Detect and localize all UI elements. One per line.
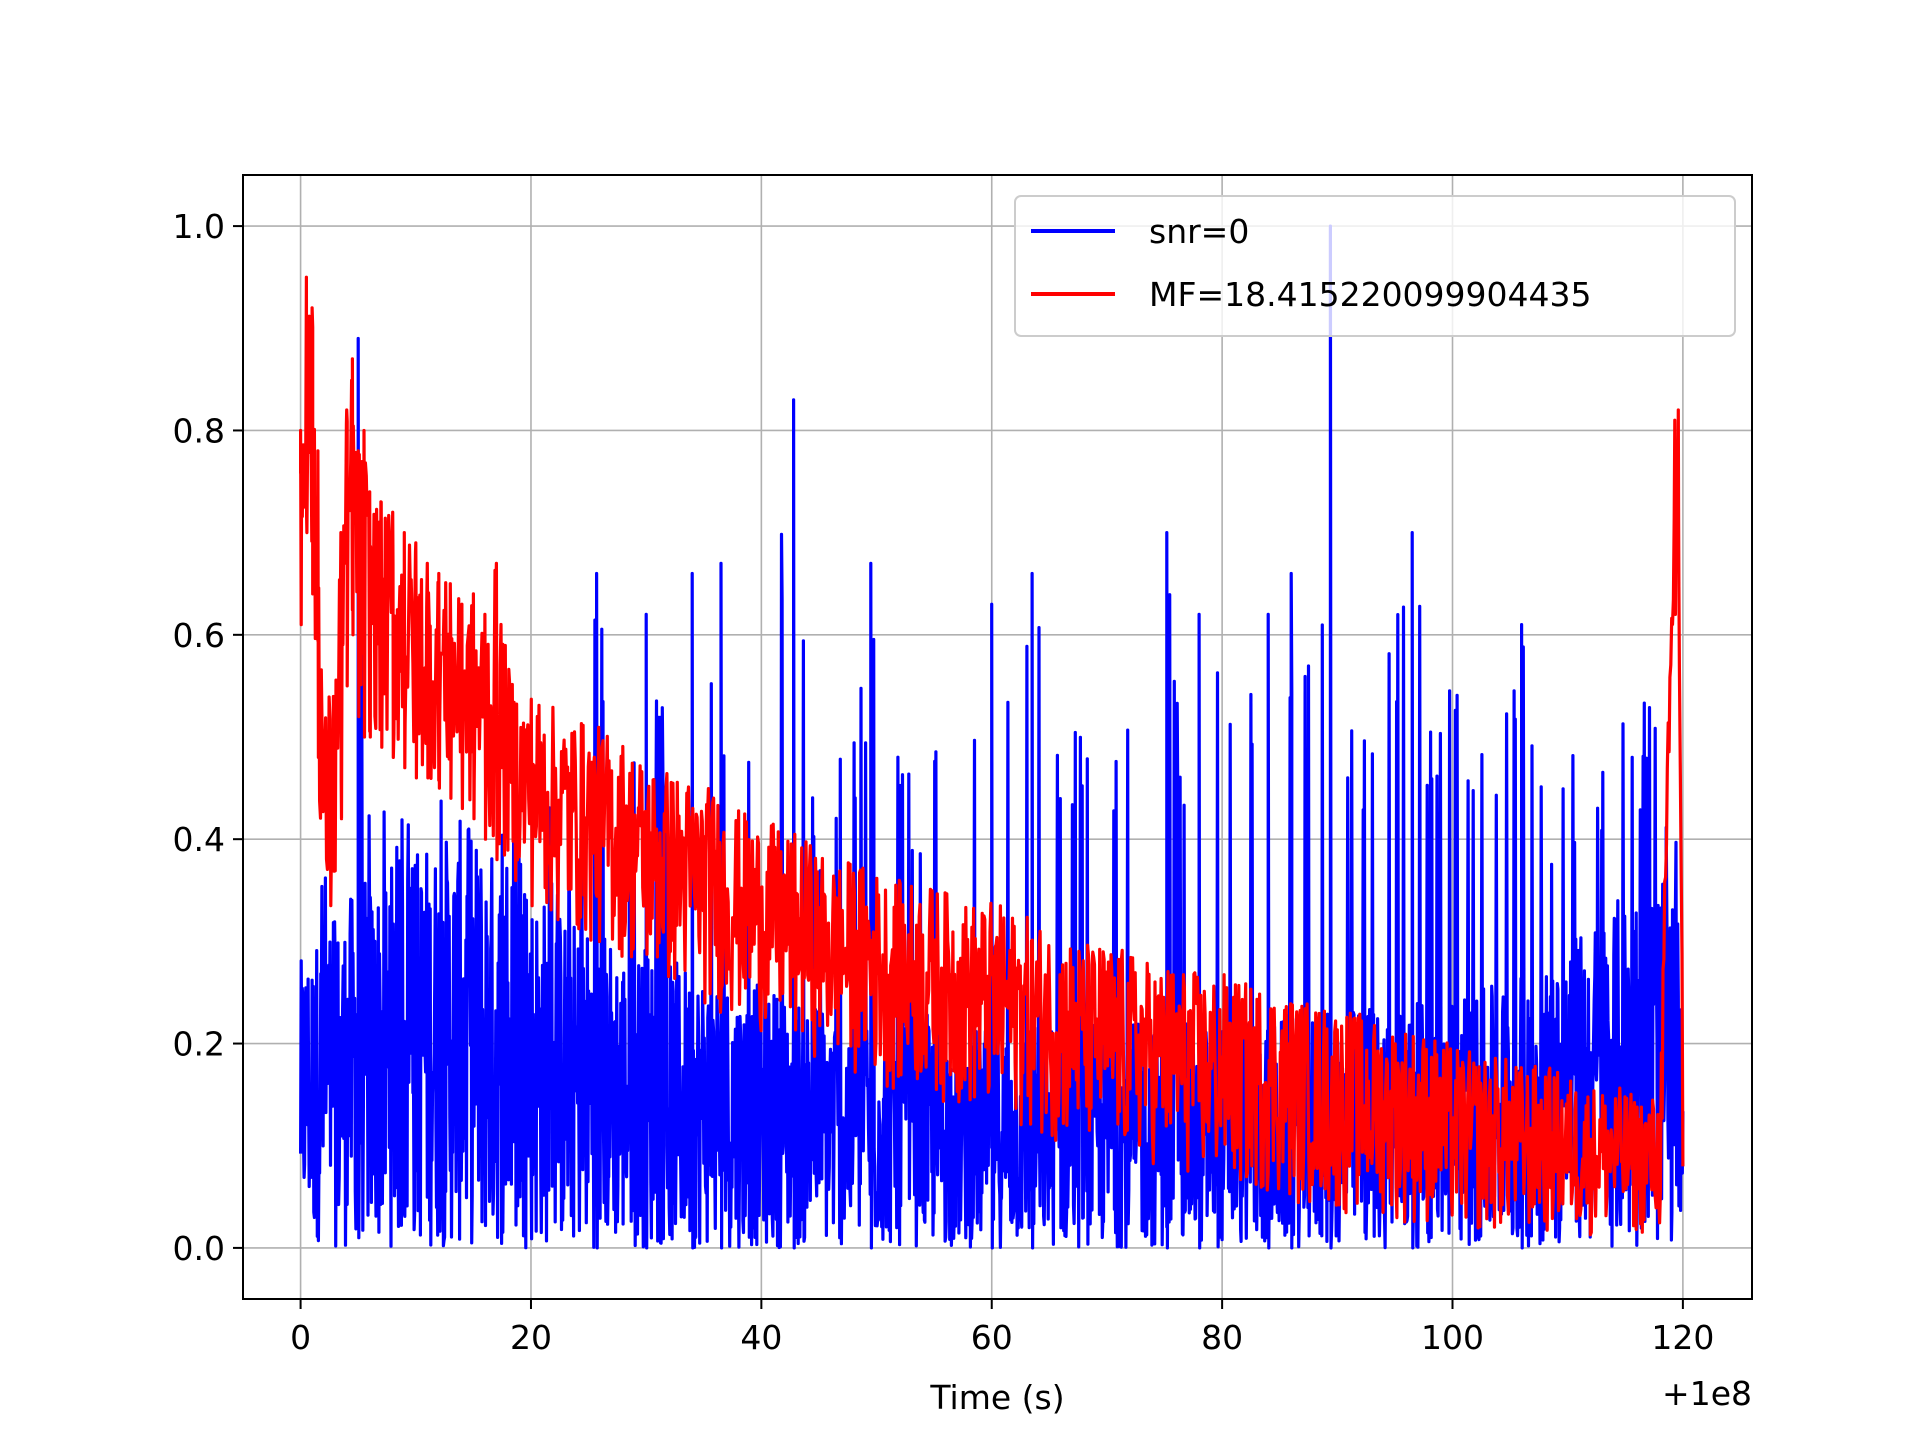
legend-box — [1014, 195, 1736, 337]
legend-label: snr=0 — [1149, 212, 1249, 251]
series-line-1 — [299, 275, 1685, 1237]
x-tick-label: 60 — [971, 1318, 1013, 1357]
series-layer — [299, 224, 1685, 1250]
y-tick-label: 0.6 — [173, 616, 225, 655]
y-tick-label: 0.0 — [173, 1229, 225, 1268]
x-tick-label: 80 — [1201, 1318, 1243, 1357]
x-axis-offset-label: +1e8 — [1662, 1374, 1752, 1413]
x-tick-label: 0 — [290, 1318, 311, 1357]
x-tick-label: 40 — [740, 1318, 782, 1357]
legend: snr=0 MF=18.415220099904435 — [1014, 195, 1736, 337]
x-tick-label: 100 — [1421, 1318, 1484, 1357]
y-tick-label: 0.8 — [173, 411, 225, 450]
y-tick-label: 0.2 — [173, 1025, 225, 1064]
x-axis-label: Time (s) — [929, 1378, 1064, 1417]
legend-label: MF=18.415220099904435 — [1149, 275, 1592, 314]
x-tick-label: 20 — [510, 1318, 552, 1357]
ticks: 0 20 40 60 80 100 120 0.0 0.2 0.4 0.6 0.8 1.0 — [173, 207, 1715, 1357]
x-tick-label: 120 — [1651, 1318, 1714, 1357]
plot-frame — [242, 174, 1753, 1300]
y-tick-label: 0.4 — [173, 820, 225, 859]
y-tick-label: 1.0 — [173, 207, 225, 246]
